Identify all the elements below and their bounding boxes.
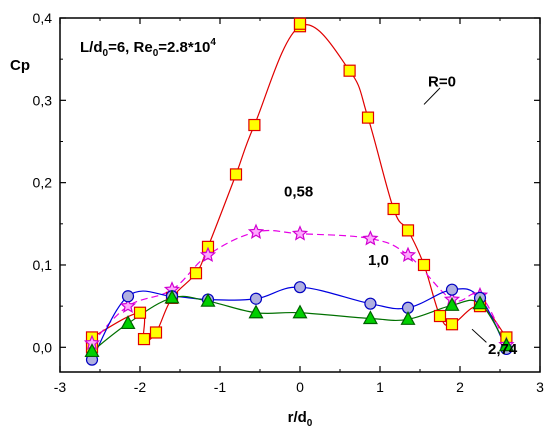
y-tick-label: 0,0: [33, 339, 53, 355]
label-leader-line: [471, 328, 487, 343]
data-point-star: [362, 230, 379, 246]
y-tick-label: 0,1: [33, 257, 53, 273]
labels-group: R=0 0,58 1,0 2,74: [284, 73, 518, 358]
data-point-star: [399, 246, 417, 262]
data-point-triangle: [362, 310, 378, 325]
x-tick-label: 2: [456, 379, 464, 395]
y-tick-label: 0,3: [33, 92, 53, 108]
data-point-square: [248, 118, 261, 132]
label-leader-line: [423, 87, 441, 105]
data-point-square: [133, 306, 147, 319]
data-point-square: [361, 111, 375, 124]
x-axis-title: r/d0: [288, 409, 313, 429]
x-tick-label: -3: [54, 379, 67, 395]
data-point-circle: [445, 283, 459, 296]
data-point-square: [137, 332, 151, 346]
plot-frame-group: -3 -2 -1 0 1 2 3 0,0 0,1 0,2 0,3 0,4 Cp r/d0: [10, 10, 544, 429]
data-point-star: [119, 297, 137, 314]
data-point-triangle: [444, 297, 460, 311]
markers-group: [83, 17, 515, 366]
data-point-triangle: [200, 292, 216, 307]
x-tick-label: 0: [296, 379, 304, 395]
y-axis-title: Cp: [10, 57, 30, 74]
series-label-1-0: 1,0: [368, 252, 389, 269]
data-point-square: [189, 267, 203, 280]
data-point-square: [343, 64, 356, 77]
y-tick-label: 0,4: [33, 10, 53, 26]
data-point-triangle: [472, 295, 488, 310]
series-label-r-0: R=0: [428, 73, 456, 90]
data-point-star: [291, 225, 309, 241]
annotation-group: L/d0=6, Re0=2.8*104: [80, 37, 216, 59]
data-point-square: [445, 318, 459, 331]
x-tick-label: -2: [134, 379, 147, 395]
data-point-square: [417, 258, 431, 272]
data-point-triangle: [292, 304, 308, 319]
data-point-circle: [364, 297, 377, 310]
data-point-triangle: [84, 343, 100, 358]
data-point-square: [401, 224, 415, 237]
data-point-star: [247, 223, 265, 239]
data-point-triangle: [498, 337, 514, 352]
series-label-2-74: 2,74: [488, 341, 518, 358]
data-point-triangle: [400, 311, 416, 325]
data-point-square: [229, 168, 243, 181]
data-point-square: [387, 202, 400, 216]
x-tick-label: 3: [536, 379, 544, 395]
x-tick-label: 1: [376, 379, 384, 395]
parameter-annotation: L/d0=6, Re0=2.8*104: [80, 37, 216, 59]
data-point-star: [199, 246, 217, 262]
data-point-circle: [249, 292, 263, 305]
data-point-circle: [121, 290, 135, 303]
data-point-square: [293, 17, 307, 30]
data-point-square: [433, 309, 447, 323]
data-point-triangle: [248, 304, 264, 319]
data-point-square: [149, 326, 163, 339]
data-point-triangle: [120, 315, 136, 330]
y-tick-label: 0,2: [33, 175, 53, 191]
x-tick-label: -1: [214, 379, 227, 395]
data-point-triangle: [164, 289, 180, 304]
data-point-circle: [293, 281, 307, 294]
series-label-0-58: 0,58: [284, 184, 313, 201]
